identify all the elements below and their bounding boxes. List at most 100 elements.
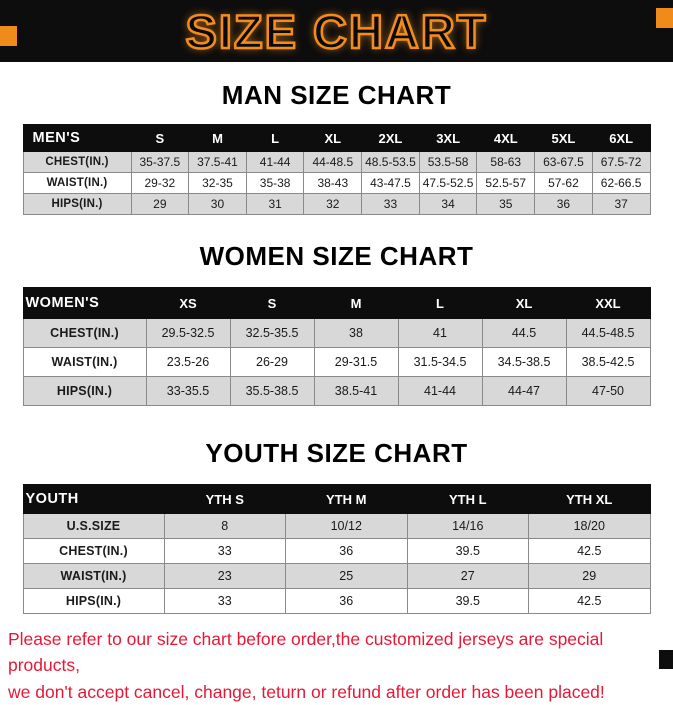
value-cell: 44.5	[481, 318, 567, 348]
table-header-row: YOUTH YTH S YTH M YTH L YTH XL	[22, 484, 651, 514]
section-heading-men: MAN SIZE CHART	[221, 80, 452, 110]
table-row: CHEST(IN.) 35-37.5 37.5-41 41-44 44-48.5 48.5…	[22, 151, 651, 173]
value-cell: 44-47	[481, 376, 567, 406]
value-cell: 35-37.5	[130, 151, 190, 173]
table-title-cell: YOUTH	[22, 484, 165, 514]
value-cell: 29-31.5	[313, 347, 399, 377]
footer-warning-line1: Please refer to our size chart before or…	[8, 629, 604, 676]
value-cell: 42.5	[528, 588, 651, 614]
row-label-cell: HIPS(IN.)	[22, 588, 165, 614]
banner: SIZE CHART	[0, 0, 673, 62]
orange-square-left	[0, 26, 17, 46]
youth-size-table: YOUTH YTH S YTH M YTH L YTH XL U.S.SIZE 8 10/12…	[22, 484, 651, 614]
value-cell: 53.5-58	[418, 151, 478, 173]
value-cell: 38.5-41	[313, 376, 399, 406]
value-cell: 41-44	[397, 376, 483, 406]
value-cell: 33	[361, 193, 420, 215]
size-column-header: YTH L	[406, 484, 529, 514]
value-cell: 44.5-48.5	[565, 318, 651, 348]
value-cell: 35-38	[245, 172, 305, 194]
value-cell: 33-35.5	[145, 376, 231, 406]
table-row: CHEST(IN.) 29.5-32.5 32.5-35.5 38 41 44.5 44.5…	[22, 318, 651, 348]
value-cell: 42.5	[528, 538, 651, 564]
section-heading-women: WOMEN SIZE CHART	[199, 241, 474, 271]
value-cell: 36	[285, 588, 408, 614]
value-cell: 32.5-35.5	[229, 318, 315, 348]
size-column-header: 6XL	[591, 124, 651, 152]
black-corner-square	[659, 650, 673, 669]
value-cell: 36	[534, 193, 593, 215]
value-cell: 25	[285, 563, 408, 589]
value-cell: 37.5-41	[188, 151, 247, 173]
value-cell: 32	[303, 193, 363, 215]
page-title: SIZE CHART	[184, 3, 488, 59]
row-label-cell: WAIST(IN.)	[22, 172, 132, 194]
value-cell: 62-66.5	[591, 172, 651, 194]
row-label-cell: U.S.SIZE	[22, 513, 165, 539]
value-cell: 34.5-38.5	[481, 347, 567, 377]
value-cell: 41	[397, 318, 483, 348]
section-heading-youth: YOUTH SIZE CHART	[205, 438, 468, 468]
value-cell: 57-62	[534, 172, 593, 194]
youth-size-section: YOUTH SIZE CHART YOUTH YTH S YTH M YTH L YTH…	[0, 438, 673, 614]
value-cell: 38	[313, 318, 399, 348]
value-cell: 34	[418, 193, 478, 215]
value-cell: 44-48.5	[303, 151, 363, 173]
table-row: U.S.SIZE 8 10/12 14/16 18/20	[22, 513, 651, 539]
size-column-header: L	[397, 287, 483, 319]
value-cell: 29	[130, 193, 190, 215]
row-label-cell: WAIST(IN.)	[22, 347, 147, 377]
table-title-cell: WOMEN'S	[22, 287, 147, 319]
size-column-header: M	[313, 287, 399, 319]
table-row: HIPS(IN.) 29 30 31 32 33 34 35 36 37	[22, 193, 651, 215]
value-cell: 35.5-38.5	[229, 376, 315, 406]
value-cell: 27	[406, 563, 529, 589]
value-cell: 32-35	[188, 172, 247, 194]
value-cell: 36	[285, 538, 408, 564]
value-cell: 29.5-32.5	[145, 318, 231, 348]
size-column-header: YTH M	[285, 484, 408, 514]
value-cell: 43-47.5	[361, 172, 420, 194]
women-size-section: WOMEN SIZE CHART WOMEN'S XS S M L XL XXL CHEST(…	[0, 241, 673, 406]
row-label-cell: CHEST(IN.)	[22, 538, 165, 564]
size-column-header: XL	[481, 287, 567, 319]
size-column-header: YTH S	[163, 484, 286, 514]
men-size-table: MEN'S S M L XL 2XL 3XL 4XL 5XL 6XL CHEST(IN.) 35-37…	[22, 124, 651, 215]
value-cell: 8	[163, 513, 286, 539]
size-column-header: YTH XL	[528, 484, 651, 514]
table-row: HIPS(IN.) 33-35.5 35.5-38.5 38.5-41 41-44 44-…	[22, 376, 651, 406]
footer-warning-text: Please refer to our size chart before or…	[0, 626, 673, 705]
size-column-header: S	[130, 124, 190, 152]
value-cell: 23	[163, 563, 286, 589]
table-header-row: WOMEN'S XS S M L XL XXL	[22, 287, 651, 319]
row-label-cell: HIPS(IN.)	[22, 376, 147, 406]
size-column-header: 4XL	[476, 124, 536, 152]
orange-square-right	[656, 8, 673, 28]
value-cell: 29-32	[130, 172, 190, 194]
value-cell: 14/16	[406, 513, 529, 539]
value-cell: 38-43	[303, 172, 363, 194]
size-column-header: 5XL	[534, 124, 593, 152]
value-cell: 58-63	[476, 151, 536, 173]
value-cell: 31.5-34.5	[397, 347, 483, 377]
value-cell: 18/20	[528, 513, 651, 539]
row-label-cell: CHEST(IN.)	[22, 151, 132, 173]
value-cell: 38.5-42.5	[565, 347, 651, 377]
value-cell: 39.5	[406, 588, 529, 614]
value-cell: 37	[591, 193, 651, 215]
value-cell: 33	[163, 588, 286, 614]
value-cell: 30	[188, 193, 247, 215]
size-column-header: 2XL	[361, 124, 420, 152]
value-cell: 39.5	[406, 538, 529, 564]
table-row: CHEST(IN.) 33 36 39.5 42.5	[22, 538, 651, 564]
table-row: WAIST(IN.) 23.5-26 26-29 29-31.5 31.5-34.5 34…	[22, 347, 651, 377]
table-row: HIPS(IN.) 33 36 39.5 42.5	[22, 588, 651, 614]
row-label-cell: HIPS(IN.)	[22, 193, 132, 215]
row-label-cell: CHEST(IN.)	[22, 318, 147, 348]
value-cell: 29	[528, 563, 651, 589]
value-cell: 67.5-72	[591, 151, 651, 173]
row-label-cell: WAIST(IN.)	[22, 563, 165, 589]
value-cell: 33	[163, 538, 286, 564]
value-cell: 31	[245, 193, 305, 215]
size-column-header: XL	[303, 124, 363, 152]
